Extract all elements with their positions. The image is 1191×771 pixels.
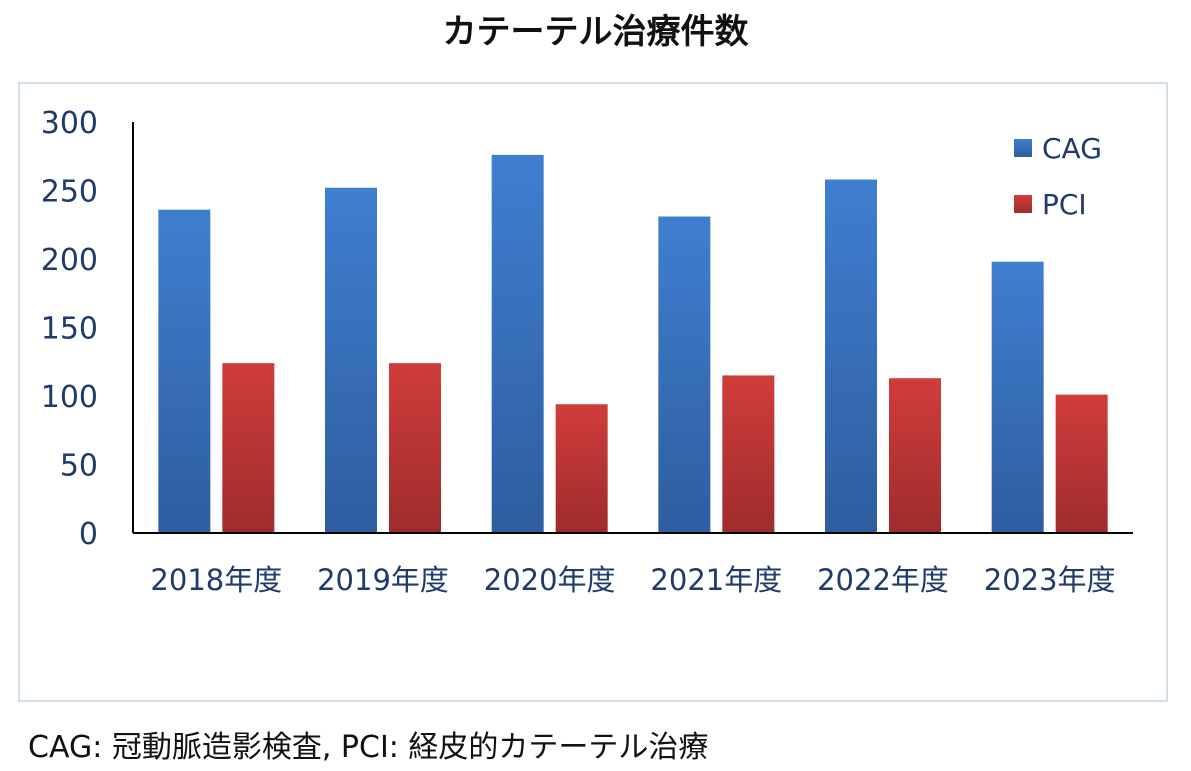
bar-pci-1 — [389, 363, 441, 533]
bar-cag-4 — [825, 179, 877, 534]
bar-pci-2 — [555, 404, 608, 533]
bar-cag-5 — [991, 261, 1044, 533]
chart-title: カテーテル治療件数 — [442, 12, 749, 52]
legend-label-cag: CAG — [1042, 132, 1102, 165]
y-tick-label: 50 — [60, 449, 98, 484]
bar-cag-3 — [658, 216, 711, 533]
bar-pci-0 — [222, 363, 275, 533]
legend-swatch-cag — [1014, 139, 1032, 157]
x-tick-label: 2018年度 — [150, 563, 282, 597]
bar-cag-0 — [158, 209, 211, 533]
bar-pci-3 — [722, 375, 775, 533]
footnote: CAG: 冠動脈造影検査, PCI: 経皮的カテーテル治療 — [28, 730, 709, 765]
legend-swatch-pci — [1014, 195, 1032, 213]
y-tick-label: 150 — [41, 312, 98, 347]
bar-pci-4 — [889, 378, 941, 533]
axis-layer: 2018年度 2019年度 2020年度 2021年度 2022年度 2023年度 0 50 1… — [41, 106, 1133, 597]
bar-pci-5 — [1055, 394, 1108, 533]
y-tick-label: 200 — [41, 243, 98, 278]
legend-label-pci: PCI — [1042, 188, 1087, 221]
x-tick-label: 2020年度 — [484, 563, 616, 597]
y-tick-label: 250 — [41, 175, 98, 210]
bar-cag-1 — [325, 187, 377, 533]
x-tick-label: 2019年度 — [317, 563, 449, 597]
x-tick-label: 2021年度 — [650, 563, 782, 597]
y-tick-label: 0 — [79, 517, 98, 552]
bar-cag-2 — [491, 154, 544, 533]
legend: CAG PCI — [1014, 132, 1102, 221]
bars-layer — [158, 154, 1108, 534]
y-tick-label: 100 — [41, 380, 98, 415]
y-tick-label: 300 — [41, 106, 98, 141]
x-tick-label: 2023年度 — [984, 563, 1116, 597]
x-tick-label: 2022年度 — [817, 563, 949, 597]
